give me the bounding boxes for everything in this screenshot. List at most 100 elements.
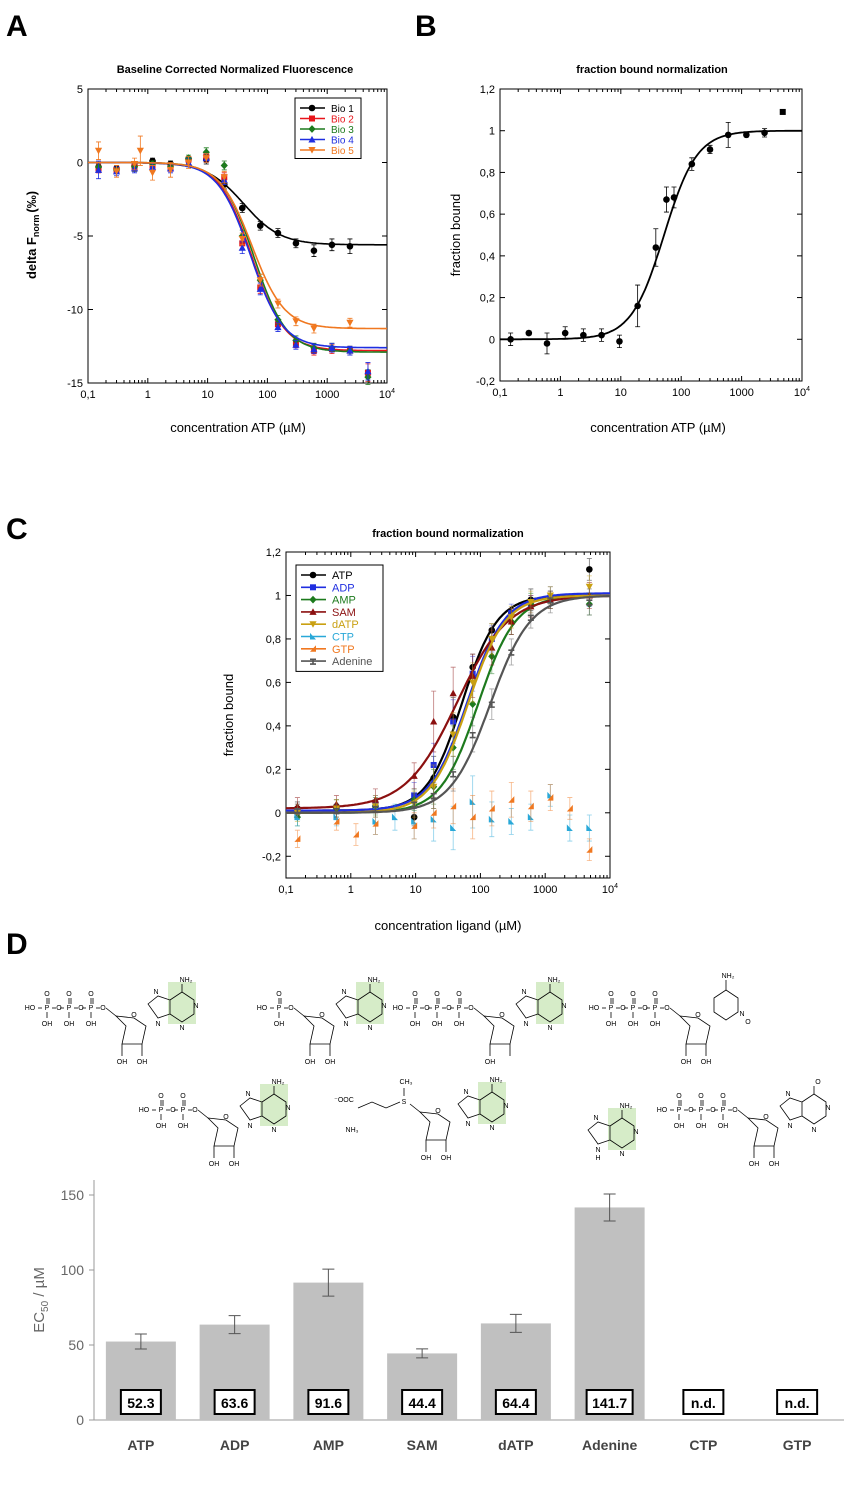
data-point (580, 331, 587, 339)
bond (678, 1015, 711, 1045)
atom-label: O (630, 991, 636, 998)
bond (436, 998, 440, 1004)
series-adenine (286, 586, 611, 818)
value-label: 52.3 (127, 1395, 154, 1411)
atom-label: N (595, 1147, 600, 1154)
data-point (294, 813, 301, 821)
data-point (310, 345, 318, 353)
x-tick-label: 1000 (315, 389, 339, 401)
data-point (346, 347, 354, 354)
data-point (507, 335, 514, 343)
atom-label: O (499, 1012, 505, 1019)
bond (302, 1015, 335, 1045)
atom-label: OH (117, 1059, 128, 1066)
value-label: 91.6 (315, 1395, 342, 1411)
data-point (184, 159, 193, 167)
chart-b-ylabel: fraction bound (448, 194, 463, 276)
data-point (598, 331, 605, 339)
atom-label: O (468, 1005, 474, 1012)
bond (473, 1007, 485, 1017)
fit-curve (88, 161, 387, 352)
category-label: ATP (127, 1437, 154, 1453)
plot-frame (285, 551, 611, 879)
data-point (372, 817, 379, 825)
atom-label: P (89, 1005, 94, 1012)
bond (678, 1100, 682, 1106)
atom-label: NH₂ (620, 1103, 633, 1110)
atom-label: P (413, 1005, 418, 1012)
atom-label: O (192, 1107, 198, 1114)
atom-label: O (288, 1005, 294, 1012)
atom-label: O (56, 1005, 62, 1012)
atom-label: O (435, 1108, 441, 1115)
atom-label: O (688, 1107, 694, 1114)
series-gtp (294, 781, 593, 862)
value-label-box (585, 1389, 634, 1415)
x-tick-label: 1 (145, 389, 151, 401)
bond (669, 1007, 681, 1017)
bond (309, 1044, 331, 1056)
data-point (148, 169, 157, 177)
atom-label: O (608, 991, 614, 998)
atom-label: P (277, 1005, 282, 1012)
data-point (372, 805, 379, 813)
atom-label: OH (178, 1123, 189, 1130)
data-point (294, 808, 301, 815)
error-bar (416, 1348, 429, 1359)
atom-label: OH (749, 1161, 760, 1168)
y-tick-label: -10 (67, 305, 83, 317)
atom-label: N (193, 1003, 198, 1010)
data-point (220, 174, 228, 181)
bond (414, 998, 418, 1004)
data-point (469, 813, 476, 821)
category-label: GTP (783, 1437, 812, 1453)
y-tick-label: 100 (61, 1262, 85, 1278)
bond (587, 1121, 611, 1145)
data-point (724, 131, 732, 139)
data-point (94, 147, 103, 155)
data-point (294, 835, 301, 842)
y-tick-label: 0 (77, 158, 83, 170)
data-point (488, 815, 495, 823)
atom-label: OH (718, 1123, 729, 1130)
fit-curve (286, 594, 611, 814)
atom-label: NH₃ (346, 1127, 359, 1134)
data-point (130, 160, 139, 168)
chart-d-ec50-bars: 0 50 100 150 52.3 ATP 63.6 ADP 91.6 AMP 44.4 SAM 64.… (31, 1180, 844, 1453)
error-bar (509, 1313, 522, 1333)
atom-label: P (67, 1005, 72, 1012)
x-tick-label: 0,1 (492, 387, 507, 399)
y-tick-label: 0 (489, 334, 495, 346)
data-point (634, 302, 641, 310)
bond (206, 1117, 239, 1147)
atom-label: OH (156, 1123, 167, 1130)
value-label-box (401, 1389, 444, 1415)
data-point (292, 240, 300, 247)
data-point (292, 318, 300, 325)
atom-label: P (457, 1005, 462, 1012)
legend-label: GTP (332, 644, 355, 656)
legend-label: Adenine (332, 656, 372, 668)
y-tick-label: 0,4 (266, 721, 281, 733)
bond (458, 998, 462, 1004)
atom-label: N (381, 1003, 386, 1010)
atom-label: P (181, 1107, 186, 1114)
y-tick-label: 0,6 (266, 677, 281, 689)
panel-label-b: B (415, 10, 437, 43)
bond (610, 998, 614, 1004)
atom-label: HO (589, 1005, 600, 1012)
chart-a-title: Baseline Corrected Normalized Fluorescen… (117, 64, 354, 76)
chart-c-ylabel: fraction bound (221, 674, 236, 756)
atom-label: O (100, 1005, 106, 1012)
data-point (449, 689, 457, 697)
value-label: 141.7 (592, 1395, 627, 1411)
data-point (616, 338, 623, 345)
legend-marker (308, 147, 316, 154)
data-point (411, 801, 418, 808)
category-label: CTP (689, 1437, 717, 1453)
y-tick-label: 1 (489, 126, 495, 138)
bond (801, 1093, 827, 1125)
atom-label: O (131, 1012, 137, 1019)
